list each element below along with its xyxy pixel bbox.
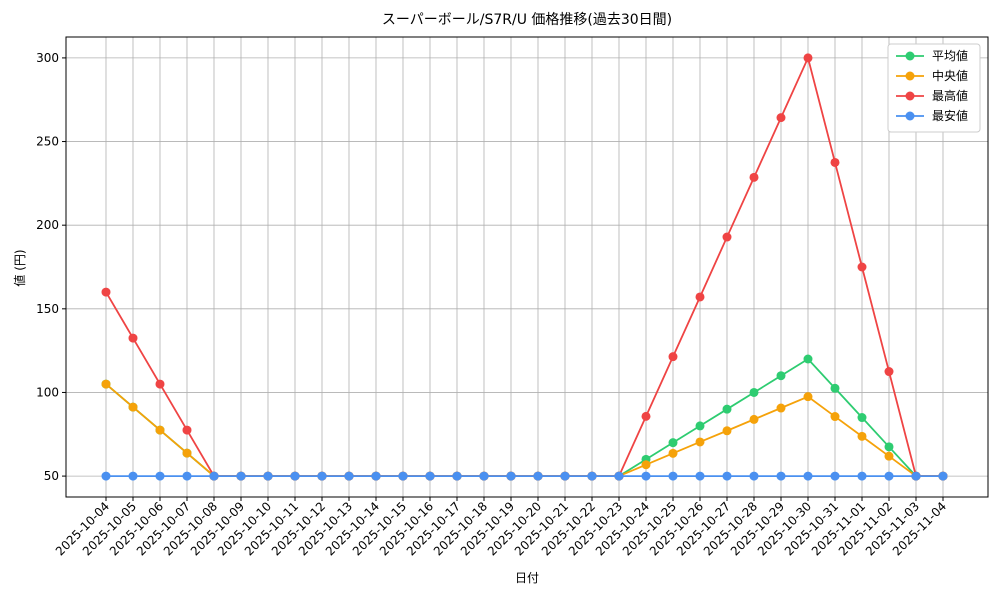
y-tick-label: 150 (36, 302, 59, 316)
data-point (533, 471, 543, 481)
data-point (101, 471, 111, 481)
data-point (560, 471, 570, 481)
data-point (749, 414, 759, 424)
data-point (641, 411, 651, 421)
data-point (938, 471, 948, 481)
data-point (182, 471, 192, 481)
data-point (641, 471, 651, 481)
data-point (695, 471, 705, 481)
data-point (236, 471, 246, 481)
data-point (722, 404, 732, 414)
data-point (803, 53, 813, 63)
y-tick-label: 100 (36, 385, 59, 399)
data-point (830, 412, 840, 422)
data-point (371, 471, 381, 481)
data-point (668, 352, 678, 362)
data-point (884, 442, 894, 452)
data-point (695, 437, 705, 447)
y-tick-label: 200 (36, 218, 59, 232)
y-axis-label: 値 (円) (12, 249, 27, 286)
data-point (776, 471, 786, 481)
data-point (776, 113, 786, 123)
data-point (884, 451, 894, 461)
data-point (722, 426, 732, 436)
data-point (668, 448, 678, 458)
data-point (695, 292, 705, 302)
data-point (803, 392, 813, 402)
legend-label: 最高値 (932, 88, 968, 103)
data-point (128, 471, 138, 481)
data-point (398, 471, 408, 481)
data-point (155, 471, 165, 481)
chart-title: スーパーボール/S7R/U 価格推移(過去30日間) (382, 12, 672, 28)
data-point (668, 438, 678, 448)
legend-marker (905, 51, 915, 61)
data-point (263, 471, 273, 481)
series-line (105, 357, 943, 477)
data-point (857, 413, 867, 423)
x-axis-label: 日付 (515, 571, 539, 585)
data-point (884, 471, 894, 481)
data-point (344, 471, 354, 481)
data-point (722, 471, 732, 481)
data-point (803, 471, 813, 481)
data-point (101, 287, 111, 297)
data-point (317, 471, 327, 481)
y-tick-label: 250 (36, 135, 59, 149)
data-point (911, 471, 921, 481)
data-point (857, 262, 867, 272)
data-point (506, 471, 516, 481)
legend-box (887, 43, 981, 133)
data-point (128, 402, 138, 412)
legend-label: 中央値 (932, 68, 968, 83)
data-point (749, 471, 759, 481)
legend-label: 平均値 (932, 48, 968, 63)
data-point (587, 471, 597, 481)
data-point (182, 425, 192, 435)
data-point (857, 471, 867, 481)
series-line (105, 383, 943, 477)
data-point (128, 333, 138, 343)
data-point (452, 471, 462, 481)
data-point (290, 471, 300, 481)
legend-marker (905, 111, 915, 121)
data-point (830, 157, 840, 167)
data-point (155, 425, 165, 435)
data-point (479, 471, 489, 481)
data-point (884, 367, 894, 377)
legend-marker (905, 71, 915, 81)
data-point (668, 471, 678, 481)
data-point (101, 379, 111, 389)
data-point (614, 471, 624, 481)
plot-frame (65, 36, 989, 498)
legend-label: 最安値 (932, 108, 968, 123)
data-point (182, 448, 192, 458)
data-point (749, 387, 759, 397)
data-point (749, 172, 759, 182)
y-tick-label: 50 (44, 469, 59, 483)
data-point (722, 232, 732, 242)
legend-marker (905, 91, 915, 101)
data-point (641, 460, 651, 470)
data-point (695, 421, 705, 431)
data-point (209, 471, 219, 481)
data-point (776, 403, 786, 413)
data-point (830, 383, 840, 393)
data-point (803, 354, 813, 364)
data-point (857, 431, 867, 441)
series-line (105, 55, 943, 477)
data-point (776, 371, 786, 381)
y-tick-label: 300 (36, 51, 59, 65)
grid (66, 37, 988, 497)
data-point (155, 379, 165, 389)
data-point (830, 471, 840, 481)
data-point (425, 471, 435, 481)
